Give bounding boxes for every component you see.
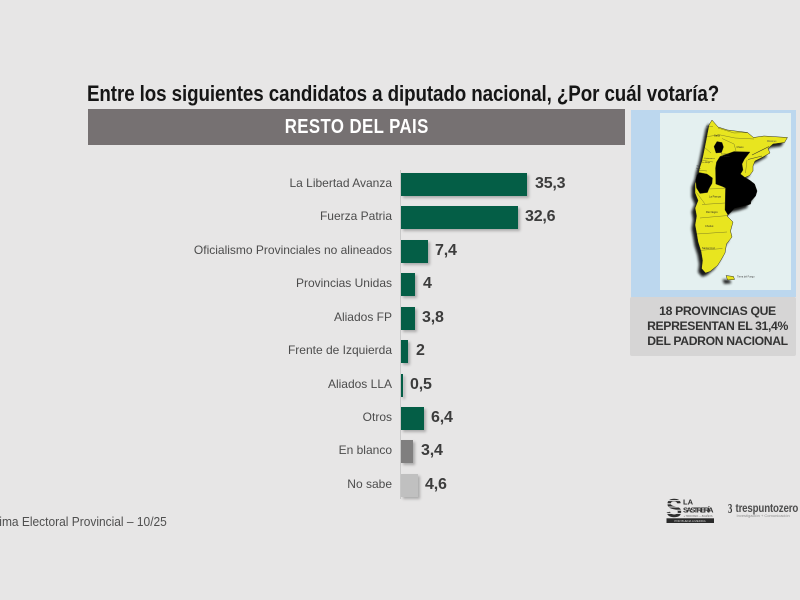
svg-text:trespuntozero: trespuntozero — [736, 502, 799, 515]
svg-text:La Rioja: La Rioja — [702, 162, 711, 164]
svg-text:Catamarca: Catamarca — [704, 157, 715, 160]
svg-text:LA: LA — [683, 498, 694, 507]
svg-text:Juan: Juan — [696, 168, 701, 170]
svg-text:Chubut: Chubut — [705, 224, 714, 228]
svg-text:+ TROYANO — 84 AÑOS: + TROYANO — 84 AÑOS — [684, 513, 713, 518]
svg-text:SASTRERÍA: SASTRERÍA — [683, 506, 714, 515]
svg-text:Santa Cruz: Santa Cruz — [702, 246, 716, 250]
svg-text:Rio Negro: Rio Negro — [706, 210, 718, 214]
svg-text:Chaco: Chaco — [737, 146, 745, 149]
svg-text:Santiago: Santiago — [721, 153, 730, 156]
svg-text:Tierra del Fuego: Tierra del Fuego — [737, 276, 755, 279]
svg-text:del Estero: del Estero — [721, 155, 731, 158]
svg-text:POR BUENA A MEDIDA: POR BUENA A MEDIDA — [674, 519, 705, 523]
svg-text:La Pampa: La Pampa — [709, 195, 721, 199]
svg-text:3: 3 — [728, 501, 732, 517]
svg-text:Salta: Salta — [714, 134, 720, 138]
svg-text:S: S — [666, 496, 682, 523]
svg-text:Misiones: Misiones — [767, 140, 777, 143]
svg-text:San: San — [697, 166, 702, 168]
svg-text:Investigación + Comunicación: Investigación + Comunicación — [737, 513, 790, 518]
